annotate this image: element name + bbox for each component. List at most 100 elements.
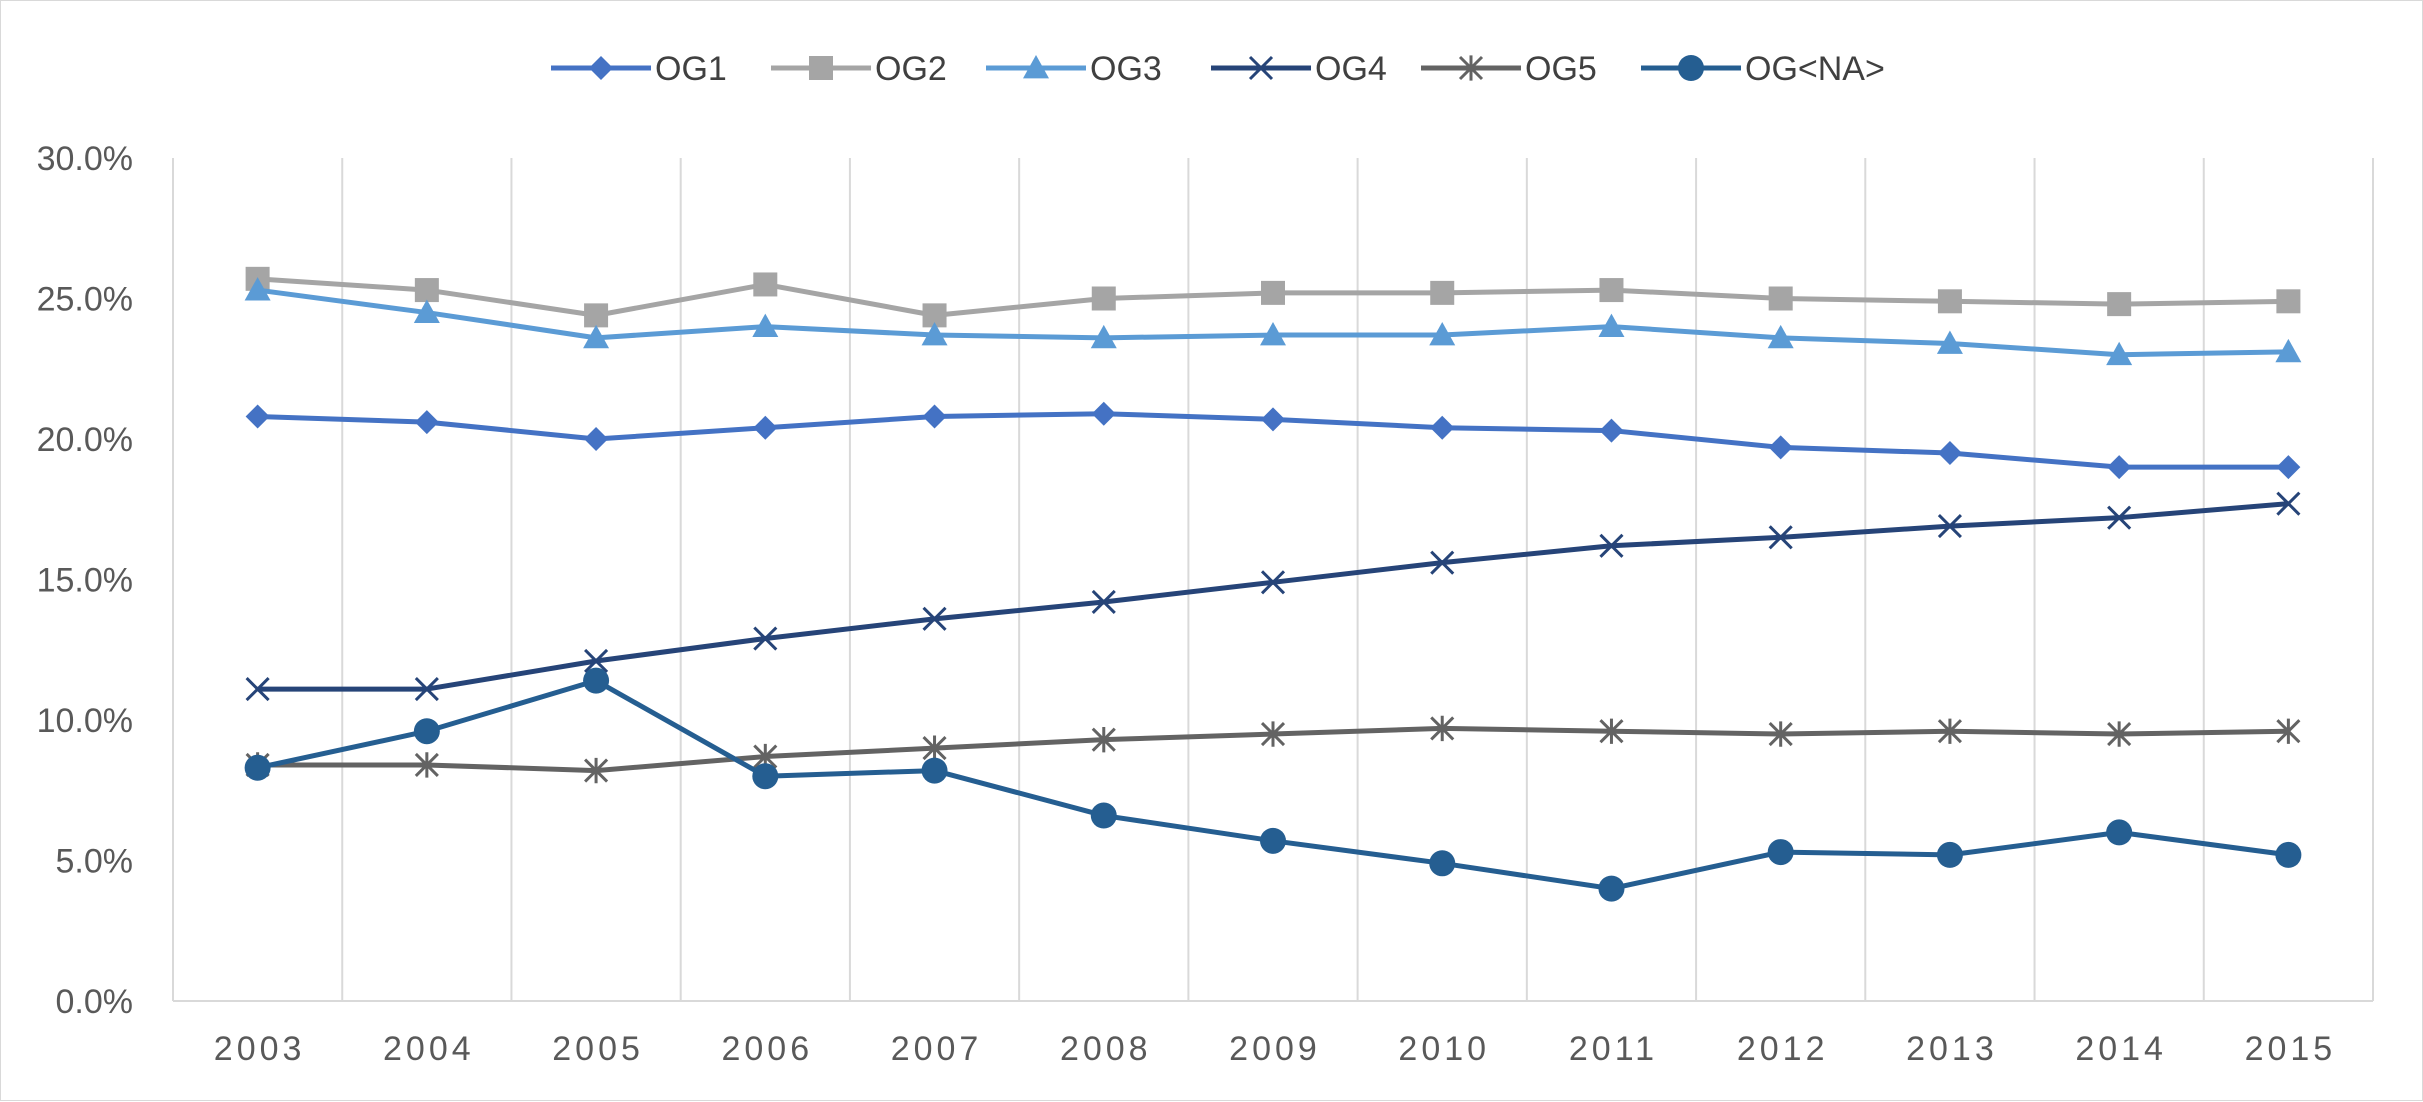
x-tick-label: 2005 bbox=[552, 1030, 644, 1068]
data-point bbox=[413, 718, 440, 745]
y-tick-label: 5.0% bbox=[56, 843, 134, 881]
data-point bbox=[752, 763, 779, 790]
series-line bbox=[257, 678, 2289, 892]
x-tick-label: 2007 bbox=[891, 1030, 983, 1068]
data-point bbox=[1768, 721, 1793, 747]
legend-marker bbox=[1678, 55, 1704, 81]
data-point bbox=[2275, 338, 2302, 363]
x-tick-label: 2009 bbox=[1229, 1030, 1321, 1068]
series-og3 bbox=[244, 277, 2302, 366]
data-point bbox=[1090, 324, 1117, 349]
x-tick-label: 2008 bbox=[1060, 1030, 1152, 1068]
y-tick-label: 30.0% bbox=[37, 140, 133, 178]
data-point bbox=[1937, 289, 1962, 314]
data-point bbox=[2106, 341, 2133, 366]
data-point bbox=[2107, 455, 2132, 480]
data-point bbox=[921, 757, 948, 784]
data-point bbox=[922, 404, 947, 429]
x-tick-label: 2006 bbox=[721, 1030, 813, 1068]
x-tick-label: 2012 bbox=[1737, 1030, 1829, 1068]
legend-label: OG3 bbox=[1090, 50, 1162, 88]
data-point bbox=[1430, 715, 1455, 742]
data-point bbox=[752, 313, 779, 337]
data-point bbox=[1260, 721, 1286, 747]
legend-item[interactable]: OG<NA> bbox=[1641, 50, 1885, 88]
x-tick-label: 2004 bbox=[383, 1030, 475, 1068]
legend-label: OG5 bbox=[1525, 50, 1597, 88]
data-point bbox=[413, 299, 440, 323]
data-point bbox=[1260, 570, 1286, 595]
x-tick-label: 2003 bbox=[214, 1030, 306, 1068]
data-point bbox=[753, 626, 778, 651]
data-point bbox=[583, 667, 610, 694]
legend-marker bbox=[1248, 55, 1274, 81]
legend-marker bbox=[1023, 55, 1049, 79]
legend-item[interactable]: OG1 bbox=[551, 50, 727, 88]
x-tick-label: 2014 bbox=[2075, 1030, 2167, 1068]
legend-item[interactable]: OG3 bbox=[986, 50, 1162, 88]
y-tick-label: 10.0% bbox=[37, 702, 133, 740]
data-point bbox=[2107, 292, 2132, 317]
data-point bbox=[1937, 514, 1962, 539]
data-point bbox=[245, 404, 270, 429]
y-tick-label: 0.0% bbox=[56, 983, 134, 1021]
legend-item[interactable]: OG5 bbox=[1421, 50, 1597, 88]
data-point bbox=[2276, 455, 2301, 480]
legend-item[interactable]: OG4 bbox=[1211, 50, 1387, 88]
data-point bbox=[753, 272, 778, 297]
data-point bbox=[1936, 330, 1963, 354]
data-point bbox=[1429, 850, 1456, 877]
y-tick-label: 15.0% bbox=[37, 562, 133, 600]
data-point bbox=[245, 677, 270, 702]
x-tick-label: 2015 bbox=[2245, 1030, 2337, 1068]
data-point bbox=[753, 415, 778, 440]
legend-marker bbox=[809, 56, 833, 80]
data-point bbox=[2275, 841, 2302, 868]
data-point bbox=[2107, 505, 2132, 530]
data-point bbox=[1429, 322, 1456, 346]
data-point bbox=[1937, 441, 1962, 466]
legend-label: OG2 bbox=[875, 50, 947, 88]
series-og4 bbox=[245, 491, 2301, 702]
data-point bbox=[1598, 875, 1625, 902]
y-tick-label: 25.0% bbox=[37, 281, 133, 319]
data-point bbox=[1768, 435, 1793, 460]
y-tick-label: 20.0% bbox=[37, 421, 133, 459]
data-point bbox=[1768, 525, 1793, 550]
data-point bbox=[922, 735, 947, 761]
data-point bbox=[1261, 280, 1285, 305]
x-tick-label: 2011 bbox=[1569, 1030, 1658, 1068]
data-point bbox=[1430, 415, 1455, 440]
data-point bbox=[1261, 407, 1285, 432]
data-point bbox=[2276, 718, 2301, 744]
x-tick-label: 2013 bbox=[1906, 1030, 1998, 1068]
legend-label: OG4 bbox=[1315, 50, 1387, 88]
data-point bbox=[2106, 819, 2133, 846]
legend[interactable]: OG1 OG2 OG3 OG4 OG5 OG<NA> bbox=[551, 50, 1885, 88]
data-point bbox=[414, 677, 439, 702]
data-point bbox=[1937, 718, 1962, 744]
data-point bbox=[1090, 802, 1117, 829]
series-og1 bbox=[245, 401, 2301, 480]
data-point bbox=[1599, 533, 1624, 558]
data-point bbox=[244, 754, 271, 781]
data-point bbox=[1767, 324, 1794, 349]
data-point bbox=[1430, 280, 1455, 305]
data-point bbox=[1599, 278, 1624, 303]
legend-marker bbox=[589, 56, 613, 80]
x-tick-label: 2010 bbox=[1398, 1030, 1490, 1068]
series-line bbox=[257, 501, 2289, 692]
data-point bbox=[2276, 491, 2301, 516]
legend-label: OG1 bbox=[655, 50, 727, 88]
data-point bbox=[1091, 286, 1116, 311]
legend-marker bbox=[1458, 55, 1484, 81]
data-point bbox=[414, 410, 439, 435]
legend-item[interactable]: OG2 bbox=[771, 50, 947, 88]
series-og5 bbox=[245, 715, 2301, 784]
data-point bbox=[1599, 418, 1624, 443]
series-og-na- bbox=[244, 667, 2302, 902]
data-point bbox=[1091, 727, 1116, 753]
axis-layer: 0.0% 5.0% 10.0% 15.0% 20.0% 25.0% 30.0% 2003 200… bbox=[37, 140, 2373, 1068]
